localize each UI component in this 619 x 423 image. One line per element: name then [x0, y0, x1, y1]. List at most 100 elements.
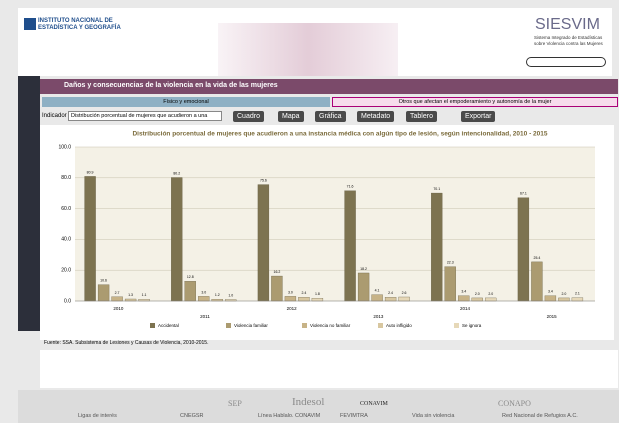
button[interactable]: Mapa [278, 111, 304, 122]
value-label: 2.0 [561, 292, 566, 296]
value-label: 2.4 [388, 291, 393, 295]
value-label: 4.1 [375, 289, 380, 293]
value-label: 1.8 [315, 292, 320, 296]
x-tick-label: 2011 [200, 314, 210, 319]
legend-label: Violencia familiar [234, 323, 268, 328]
footer-logo: Indesol [292, 396, 324, 408]
value-label: 2.0 [488, 292, 493, 296]
bar [518, 198, 529, 301]
value-label: 71.6 [347, 185, 354, 189]
value-label: 18.2 [360, 267, 367, 271]
legend-label: Se ignora [462, 323, 482, 328]
hero [218, 23, 398, 76]
x-tick-label: 2013 [373, 314, 384, 319]
footer-logo: SEP [228, 399, 242, 408]
bar [85, 176, 96, 301]
bar [298, 297, 309, 301]
indicator-label: Indicador [42, 113, 67, 119]
value-label: 2.0 [475, 292, 480, 296]
footer-link[interactable]: FEVIMTRA [340, 413, 368, 419]
bar [545, 296, 556, 301]
institute: INSTITUTO NACIONAL DE ESTADÍSTICA Y GEOG… [38, 18, 128, 32]
value-label: 80.2 [173, 171, 180, 175]
x-tick-label: 2010 [113, 306, 124, 311]
sidebar [18, 76, 40, 331]
tab-label: Otros que afectan el empoderamiento y au… [399, 99, 552, 105]
bar [171, 177, 182, 301]
brand: SIESVIM [535, 16, 600, 34]
footer-logo: CONAVIM [360, 401, 388, 407]
bar [445, 267, 456, 301]
plot-wall [75, 147, 595, 301]
y-tick-label: 40.0 [61, 237, 71, 243]
value-label: 16.2 [274, 270, 281, 274]
value-label: 2.7 [115, 291, 120, 295]
x-tick-label: 2014 [460, 306, 471, 311]
value-label: 22.3 [447, 261, 454, 265]
value-label: 2.6 [402, 291, 407, 295]
button[interactable]: Metadato [357, 111, 394, 122]
button[interactable]: Cuadro [233, 111, 264, 122]
bar [112, 297, 123, 301]
value-label: 1.1 [142, 293, 147, 297]
value-label: 2.4 [301, 291, 306, 295]
indicator-select[interactable]: Distribución porcentual de mujeres que a… [68, 111, 222, 121]
y-tick-label: 80.0 [61, 175, 71, 181]
source: Fuente: SSA. Subsistema de Lesiones y Ca… [44, 340, 208, 346]
footer-link[interactable]: Red Nacional de Refugios A.C. [502, 413, 578, 419]
legend-swatch [226, 323, 231, 328]
button[interactable]: Exportar [461, 111, 495, 122]
legend-swatch [378, 323, 383, 328]
bar [285, 296, 296, 301]
value-label: 70.1 [433, 187, 440, 191]
value-label: 3.0 [288, 290, 293, 294]
value-label: 1.0 [228, 293, 233, 297]
footer-link[interactable]: Línea Hablalo. CONAVIM [258, 413, 320, 419]
tab[interactable]: Otros que afectan el empoderamiento y au… [332, 97, 618, 107]
page: INSTITUTO NACIONAL DE ESTADÍSTICA Y GEOG… [0, 0, 619, 423]
value-label: 10.6 [100, 279, 107, 283]
tab[interactable]: Físico y emocional [42, 97, 330, 107]
button[interactable]: Gráfica [315, 111, 346, 122]
logo-box [24, 18, 36, 30]
y-tick-label: 20.0 [61, 268, 71, 274]
y-tick-label: 100.0 [58, 144, 71, 150]
bar [198, 296, 209, 301]
bar [98, 285, 109, 301]
legend-label: Accidental [158, 323, 179, 328]
value-label: 25.4 [534, 256, 541, 260]
button[interactable]: Tablero [406, 111, 437, 122]
footer-link[interactable]: Vida sin violencia [412, 413, 454, 419]
value-label: 67.1 [520, 192, 527, 196]
bar [271, 276, 282, 301]
bar [472, 298, 483, 301]
brand-subtitle: Sistema Integrado de Estadísticas sobre … [534, 35, 609, 47]
legend-swatch [454, 323, 459, 328]
section-title: Daños y consecuencias de la violencia en… [64, 82, 278, 89]
legend-swatch [150, 323, 155, 328]
x-tick-label: 2012 [287, 306, 298, 311]
value-label: 1.2 [215, 293, 220, 297]
search[interactable] [526, 57, 606, 67]
chart: Distribución porcentual de mujeres que a… [40, 125, 614, 340]
bar [431, 193, 442, 301]
value-label: 1.3 [128, 293, 133, 297]
bar [358, 273, 369, 301]
bar [385, 297, 396, 301]
bar [572, 298, 583, 301]
value-label: 2.1 [575, 292, 580, 296]
legend-swatch [302, 323, 307, 328]
bar [312, 298, 323, 301]
bar [458, 296, 469, 301]
header: INSTITUTO NACIONAL DE ESTADÍSTICA Y GEOG… [18, 8, 612, 76]
value-label: 12.8 [187, 275, 194, 279]
footer-link[interactable]: CNEGSR [180, 413, 204, 419]
bar [531, 262, 542, 301]
y-tick-label: 0.0 [64, 298, 71, 304]
bar [345, 191, 356, 301]
chart-title: Distribución porcentual de mujeres que a… [132, 131, 547, 138]
bar [258, 185, 269, 301]
content-bottom [40, 350, 618, 388]
bar [558, 298, 569, 301]
footer-link[interactable]: Ligas de interés [78, 413, 117, 419]
